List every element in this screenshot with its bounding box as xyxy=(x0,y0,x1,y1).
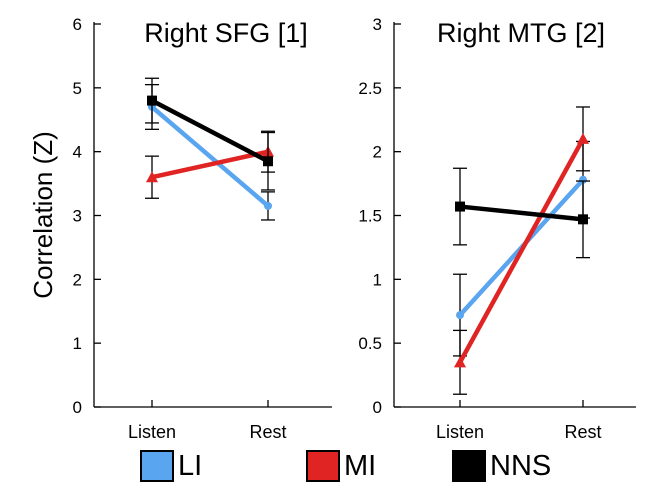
panel-1-title: Right SFG [1] xyxy=(144,18,308,48)
panel-1-x-tick-label: Listen xyxy=(128,422,176,442)
panel-1-series-line-nns xyxy=(149,98,271,164)
legend-label-nns: NNS xyxy=(490,450,552,482)
panel-1-y-tick-label: 2 xyxy=(73,270,82,289)
panel-2-point-li xyxy=(456,311,464,320)
legend-swatch-nns xyxy=(452,450,486,482)
panel-2-y-tick-label: 2.5 xyxy=(358,79,382,98)
panel-2-point-li xyxy=(579,175,587,184)
legend-item-li: LI xyxy=(140,450,202,482)
panel-2-point-nns xyxy=(578,214,588,225)
panel-2-y-tick-label: 3 xyxy=(373,15,382,34)
panel-1-series-line-mi xyxy=(149,149,271,180)
panel-2-series-line-mi xyxy=(457,136,586,365)
panel-2-x-tick-label: Rest xyxy=(564,422,601,442)
chart-canvas: Correlation (Z) Right SFG [1] 0 1 2 3 4 5 6 Liste… xyxy=(28,15,636,442)
legend-label-li: LI xyxy=(178,450,203,482)
panel-1-y-tick-label: 1 xyxy=(73,334,82,353)
panel-1-y-tick-label: 4 xyxy=(73,143,82,162)
legend: LI MI NNS xyxy=(0,450,647,488)
panel-2-y-tick-label: 2 xyxy=(373,143,382,162)
panel-1-point-nns xyxy=(263,156,273,167)
panel-1-point-nns xyxy=(147,95,157,106)
panel-1-point-mi xyxy=(146,171,158,183)
legend-label-mi: MI xyxy=(344,450,377,482)
legend-item-mi: MI xyxy=(306,450,376,482)
panel-2-y-tick-label: 0 xyxy=(373,398,382,417)
panel-2-point-mi xyxy=(454,356,466,368)
panel-1-x-tick-label: Rest xyxy=(249,422,286,442)
legend-swatch-li xyxy=(140,450,174,482)
panel-2-x-tick-label: Listen xyxy=(436,422,484,442)
panel-1-series-line-li xyxy=(149,104,271,209)
panel-2-y-tick-label: 1 xyxy=(373,270,382,289)
legend-swatch-mi xyxy=(306,450,340,482)
panel-2-title: Right MTG [2] xyxy=(437,18,605,48)
panel-1-y-tick-label: 6 xyxy=(73,15,82,34)
panel-1-y-tick-label: 3 xyxy=(73,207,82,226)
panel-2-y-tick-label: 0.5 xyxy=(358,334,382,353)
panel-1-y-tick-label: 5 xyxy=(73,79,82,98)
y-axis-label: Correlation (Z) xyxy=(28,131,58,299)
panel-2-series-line-nns xyxy=(457,204,586,222)
panel-1-point-li xyxy=(264,201,272,210)
panel-1-y-tick-label: 0 xyxy=(73,398,82,417)
panel-2-y-tick-label: 1.5 xyxy=(358,207,382,226)
panel-2-point-nns xyxy=(455,201,465,212)
legend-item-nns: NNS xyxy=(452,450,551,482)
panel-2-point-mi xyxy=(577,132,589,144)
